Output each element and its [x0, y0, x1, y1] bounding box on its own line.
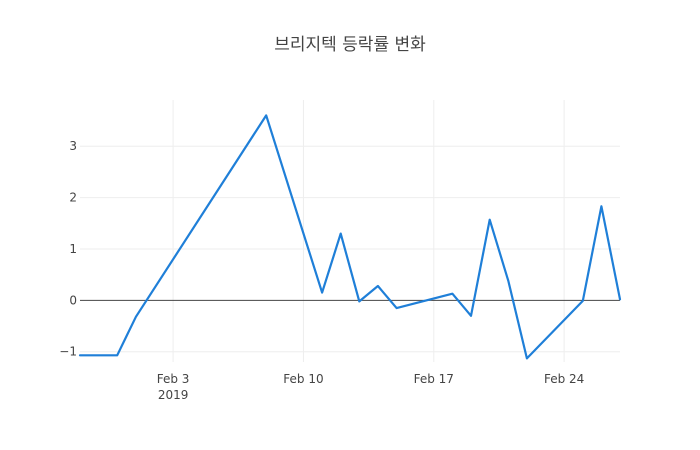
data-point[interactable]: [502, 275, 514, 287]
data-point[interactable]: [372, 280, 384, 292]
data-point[interactable]: [577, 295, 589, 307]
data-point[interactable]: [335, 228, 347, 240]
x-tick-label: Feb 24: [544, 372, 584, 386]
y-tick-label: 1: [69, 242, 77, 256]
y-tick-label: 0: [69, 293, 77, 307]
data-point[interactable]: [74, 349, 86, 361]
data-point[interactable]: [484, 214, 496, 226]
data-point[interactable]: [316, 287, 328, 299]
series-layer: [74, 109, 626, 364]
data-point[interactable]: [130, 311, 142, 323]
y-tick-label: −1: [59, 345, 77, 359]
x-tick-label: Feb 10: [283, 372, 323, 386]
data-point[interactable]: [353, 295, 365, 307]
grid-layer: [80, 100, 620, 362]
data-point[interactable]: [391, 302, 403, 314]
y-tick-label: 3: [69, 139, 77, 153]
data-point[interactable]: [446, 288, 458, 300]
data-point[interactable]: [111, 349, 123, 361]
y-tick-label: 2: [69, 191, 77, 205]
data-point[interactable]: [521, 352, 533, 364]
x-tick-sublabel: 2019: [158, 388, 189, 402]
x-tick-label: Feb 17: [414, 372, 454, 386]
data-point[interactable]: [260, 109, 272, 121]
x-tick-label: Feb 3: [157, 372, 190, 386]
chart-title: 브리지텍 등락률 변화: [274, 35, 426, 55]
axis-layer: Feb 3 2019 Feb 10 Feb 17 Feb 24 −1 0 1 2 3: [59, 139, 584, 402]
data-point[interactable]: [614, 293, 626, 305]
data-point[interactable]: [595, 200, 607, 212]
series-line: [78, 114, 622, 360]
data-point[interactable]: [465, 310, 477, 322]
